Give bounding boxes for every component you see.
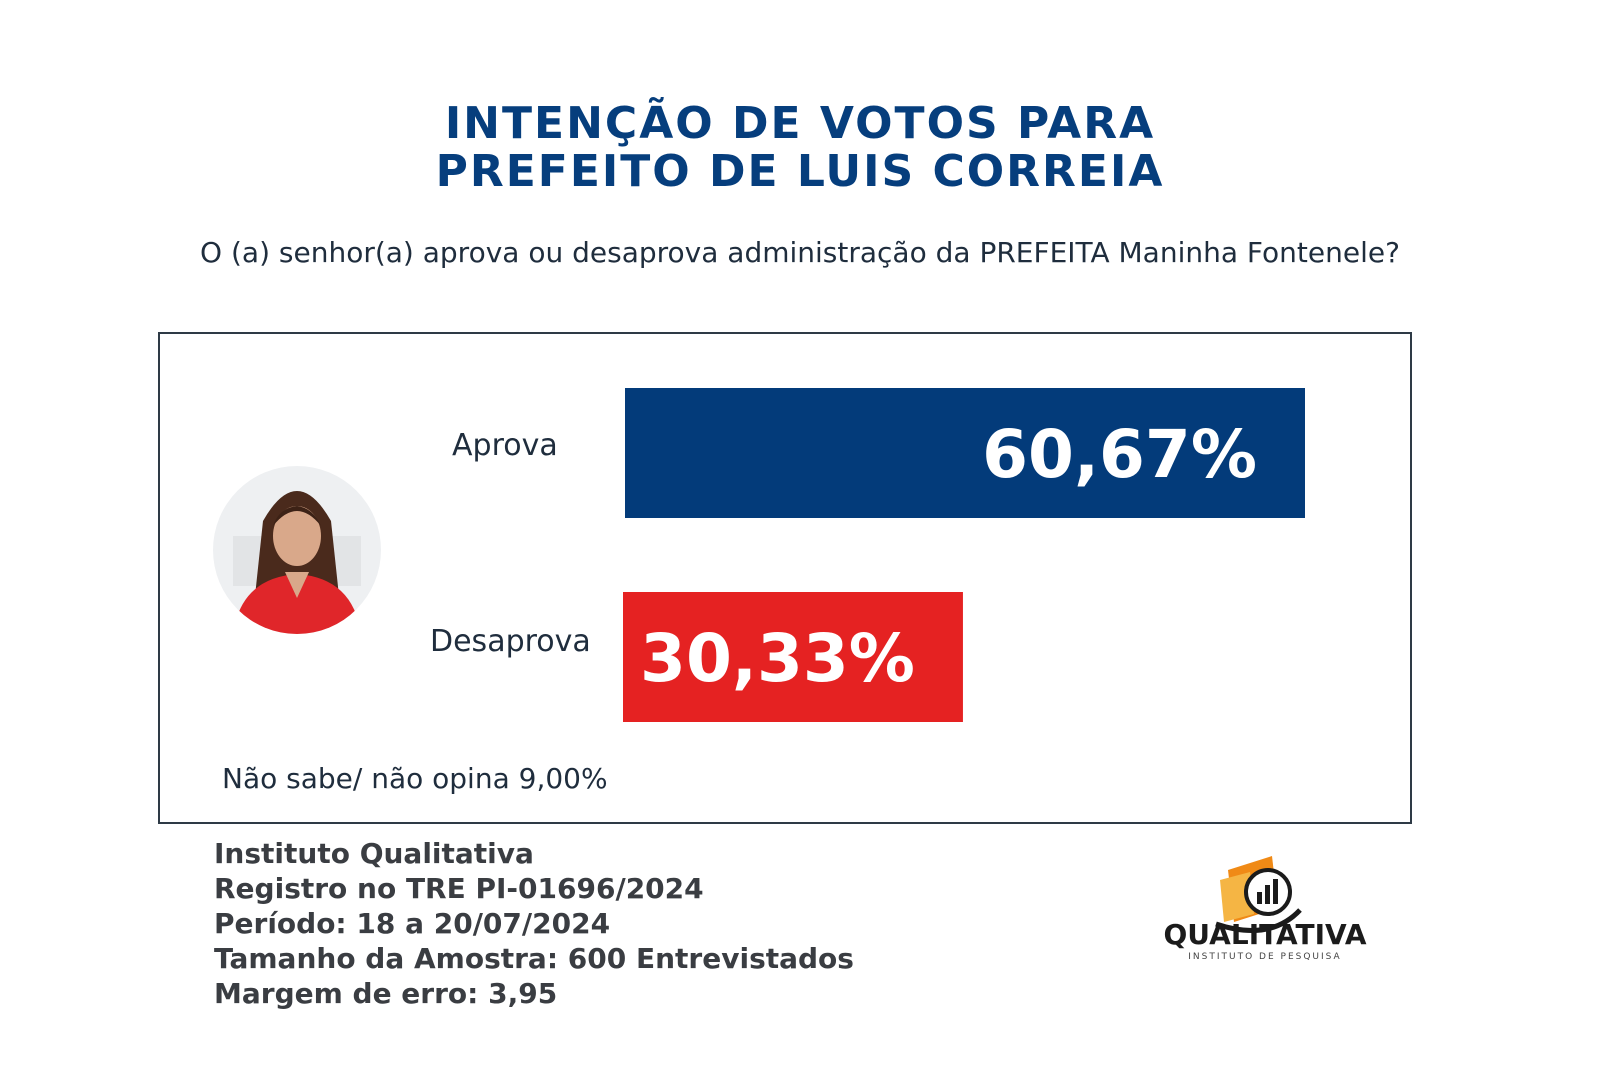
footer-period: Período: 18 a 20/07/2024	[214, 907, 611, 940]
bar-desaprova	[623, 592, 963, 722]
value-label-aprova: 60,67%	[982, 416, 1257, 493]
value-label-desaprova: 30,33%	[640, 620, 915, 697]
category-label-aprova: Aprova	[452, 428, 558, 463]
candidate-photo	[213, 466, 381, 634]
footer-sample-size: Tamanho da Amostra: 600 Entrevistados	[214, 942, 854, 975]
chart-title: INTENÇÃO DE VOTOS PARA PREFEITO DE LUIS …	[0, 100, 1600, 196]
title-line-1: INTENÇÃO DE VOTOS PARA	[444, 98, 1156, 149]
qualitativa-logo: QUALITATIVA INSTITUTO DE PESQUISA	[1164, 856, 1367, 962]
title-line-2: PREFEITO DE LUIS CORREIA	[435, 146, 1165, 197]
logo-name: QUALITATIVA	[1164, 918, 1367, 951]
footer-margin-of-error: Margem de erro: 3,95	[214, 977, 558, 1010]
logo-emblem-icon	[1215, 856, 1302, 933]
footer-institute: Instituto Qualitativa	[214, 837, 534, 870]
category-label-desaprova: Desaprova	[430, 624, 591, 659]
no-opinion-note: Não sabe/ não opina 9,00%	[222, 762, 608, 795]
bar-aprova	[625, 388, 1305, 518]
footer-registration: Registro no TRE PI-01696/2024	[214, 872, 704, 905]
survey-question: O (a) senhor(a) aprova ou desaprova admi…	[200, 236, 1400, 269]
logo-tagline: INSTITUTO DE PESQUISA	[1188, 952, 1341, 962]
survey-info: Instituto Qualitativa Registro no TRE PI…	[214, 836, 854, 1011]
